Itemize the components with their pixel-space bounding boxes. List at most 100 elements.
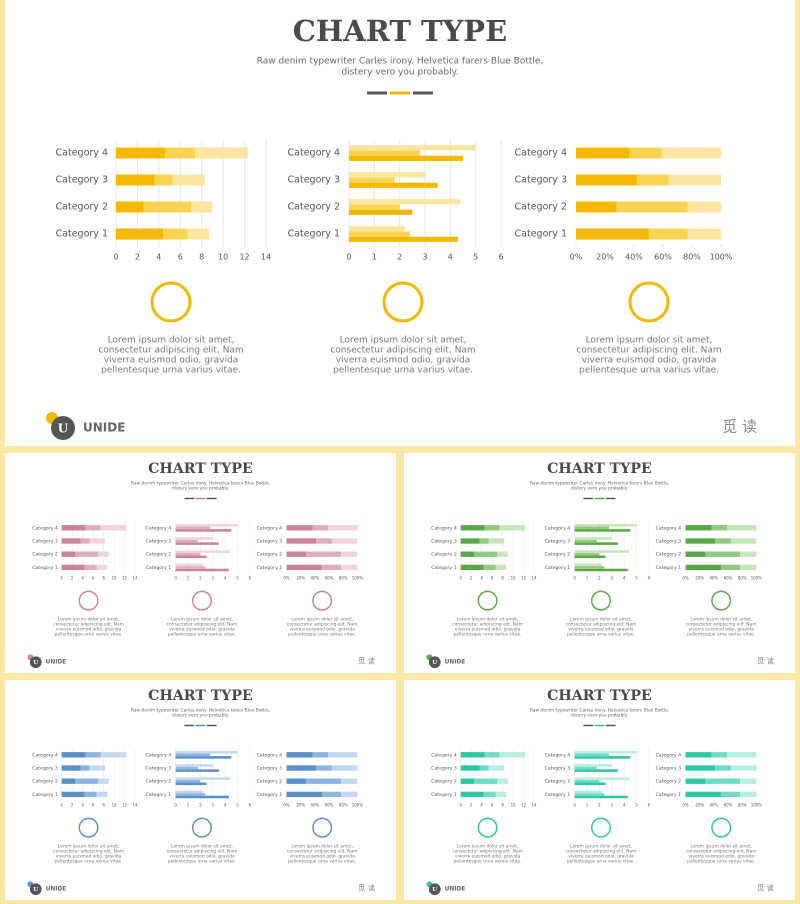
category-label: Category 4 [656, 752, 682, 758]
bar-segment [316, 765, 332, 771]
brand-mark: 觅 读 [358, 884, 376, 893]
x-tick-label: 4 [480, 803, 483, 808]
bar-segment [460, 765, 480, 771]
slide-subtitle: distery vero you probably. [571, 713, 628, 719]
x-tick-label: 80% [738, 803, 747, 808]
category-label: Category 1 [32, 792, 58, 798]
x-tick-label: 0% [570, 253, 583, 262]
bar-segment [286, 538, 317, 544]
bar-segment [495, 791, 507, 798]
slide: CHART TYPE Raw denim typewriter Carles ir… [5, 680, 396, 900]
description: Lorem ipsum dolor sit amet, [690, 844, 752, 850]
x-tick-label: 6 [249, 576, 252, 581]
x-tick-label: 4 [156, 253, 161, 262]
bar-segment [488, 538, 505, 544]
category-label: Category 2 [146, 779, 172, 785]
icon-circle [78, 817, 99, 838]
icon-circle [477, 817, 498, 838]
bar [574, 568, 628, 572]
x-tick-label: 0 [60, 803, 63, 808]
brand-mark: 觅 读 [722, 418, 757, 436]
category-label: Category 3 [257, 539, 283, 545]
bar-segment [636, 174, 669, 186]
x-tick-label: 6 [491, 576, 494, 581]
category-label: Category 3 [32, 766, 58, 772]
bar-segment [740, 791, 757, 798]
x-tick-label: 5 [236, 576, 239, 581]
bar-segment [328, 525, 358, 531]
x-tick-label: 40% [311, 576, 320, 581]
bar-segment [286, 551, 307, 557]
x-tick-label: 10 [218, 253, 228, 262]
x-tick-label: 80% [738, 576, 747, 581]
description: pellentesque urna varius vitae. [567, 631, 635, 637]
description: viverra euismod odio, gravida [290, 626, 356, 632]
bar-segment [341, 778, 358, 784]
category-label: Category 4 [545, 525, 571, 531]
x-tick-label: 4 [224, 576, 227, 581]
bar [574, 563, 602, 567]
logo-letter: U [58, 422, 69, 436]
bar [175, 764, 213, 767]
bar-segment [705, 551, 741, 557]
description: viverra euismod odio, gravida [455, 626, 521, 632]
x-tick-label: 100% [751, 803, 762, 808]
x-tick-label: 20% [596, 253, 614, 262]
description: consectetur adipiscing elit. Nam [686, 849, 757, 855]
x-tick-label: 12 [521, 576, 526, 581]
description: consectetur adipiscing elit. Nam [452, 849, 523, 855]
bar [175, 769, 219, 772]
bar-segment [286, 525, 313, 531]
bar [175, 555, 207, 559]
bar-segment [648, 228, 688, 240]
category-label: Category 2 [656, 552, 682, 558]
bar-segment [61, 752, 86, 758]
bar [175, 550, 231, 553]
description: pellentesque urna varius vitae. [55, 858, 123, 864]
bar-segment [89, 538, 106, 544]
bar-segment [61, 791, 85, 798]
logo-letter: U [432, 659, 437, 666]
bar [574, 753, 610, 757]
category-label: Category 4 [431, 752, 457, 758]
category-label: Category 3 [656, 766, 682, 772]
bar [349, 177, 395, 183]
x-tick-label: 80% [339, 803, 348, 808]
category-label: Category 4 [257, 752, 283, 758]
bar-segment [85, 752, 101, 758]
bar [175, 542, 219, 545]
x-tick-label: 0 [459, 803, 462, 808]
bar-segment [499, 525, 526, 531]
bar-segment [341, 564, 358, 571]
icon-circle [150, 281, 192, 323]
bar [574, 566, 605, 569]
bar-segment [484, 525, 500, 531]
category-label: Category 2 [545, 552, 571, 558]
x-tick-label: 12 [521, 803, 526, 808]
category-label: Category 2 [146, 552, 172, 558]
description: consectetur adipiscing elit. Nam [452, 622, 523, 628]
x-tick-label: 6 [648, 803, 651, 808]
x-tick-label: 5 [635, 803, 638, 808]
category-label: Category 4 [656, 525, 682, 531]
bar-segment [89, 765, 106, 771]
bar-segment [483, 564, 496, 571]
bar-segment [286, 765, 317, 771]
category-label: Category 2 [545, 779, 571, 785]
category-label: Category 4 [515, 148, 567, 159]
description: consectetur adipiscing elit. Nam [686, 622, 757, 628]
icon-circle [477, 590, 498, 611]
category-label: Category 1 [656, 565, 682, 571]
category-label: Category 4 [545, 752, 571, 758]
x-tick-label: 14 [532, 803, 537, 808]
bar-segment [143, 201, 191, 213]
bar [349, 231, 410, 237]
bar-segment [685, 538, 716, 544]
description: viverra euismod odio, gravida [169, 853, 235, 859]
bar-segment [720, 791, 741, 798]
x-tick-label: 1 [187, 803, 190, 808]
bar-segment [331, 538, 358, 544]
bar [175, 782, 207, 786]
slide: CHART TYPE Raw denim typewriter Carles ir… [404, 453, 795, 673]
bar [175, 766, 198, 770]
